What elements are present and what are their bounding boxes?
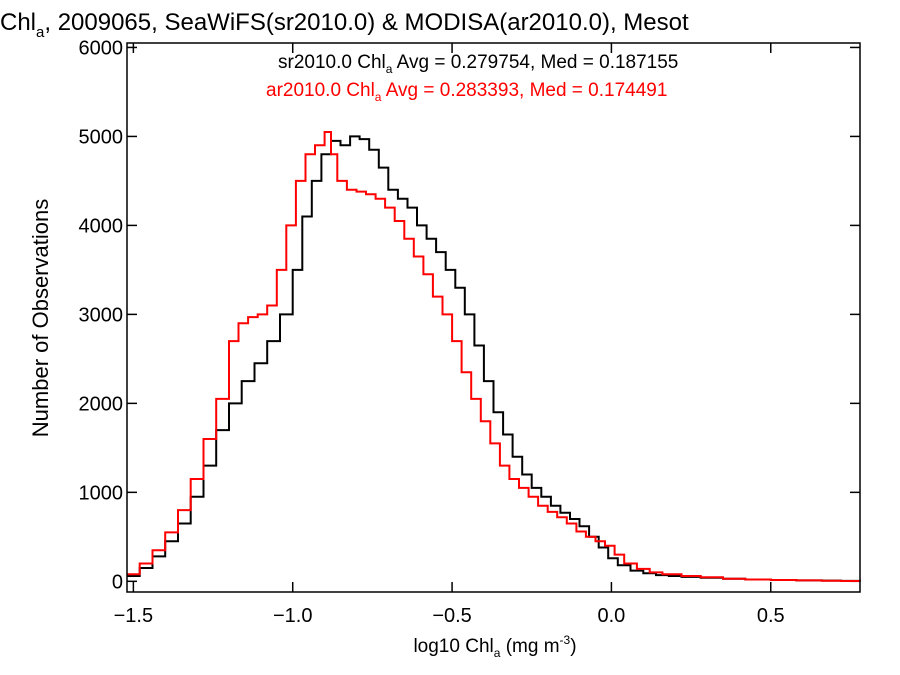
chart-title-rest: , 2009065, SeaWiFS(sr2010.0) & MODISA(ar… bbox=[44, 9, 689, 36]
x-axis-label-main: log10 Chl bbox=[413, 636, 493, 657]
x-axis-label-superscript: -3 bbox=[560, 633, 571, 647]
plot-frame bbox=[126, 42, 861, 593]
legend-ar2010-stats: Avg = 0.283393, Med = 0.174491 bbox=[381, 80, 667, 101]
x-axis-label-close: ) bbox=[570, 636, 576, 657]
legend-sr2010-subscript: a bbox=[386, 62, 393, 76]
series-line-ar2010 bbox=[127, 131, 861, 582]
series-line-sr2010 bbox=[127, 135, 861, 582]
x-axis-ticks: −1.5 −1.0 −0.5 0.0 0.5 bbox=[114, 43, 785, 627]
y-axis-ticks: 0 1000 2000 3000 4000 5000 6000 bbox=[79, 37, 860, 593]
x-axis-label-units: (mg m bbox=[500, 636, 559, 657]
x-axis-label: log10 Chla (mg m-3) bbox=[413, 633, 576, 660]
y-axis-label: Number of Observations bbox=[28, 199, 53, 437]
y-tick-label: 5000 bbox=[79, 126, 124, 148]
legend-ar2010-text: ar2010.0 Chl bbox=[266, 80, 375, 101]
chart-title-subscript: a bbox=[36, 24, 45, 41]
legend-ar2010-subscript: a bbox=[375, 90, 382, 104]
y-tick-label: 2000 bbox=[79, 393, 124, 415]
x-tick-label: −1.5 bbox=[114, 605, 153, 627]
legend-entry-sr2010: sr2010.0 Chla Avg = 0.279754, Med = 0.18… bbox=[278, 52, 678, 76]
x-tick-label: −0.5 bbox=[432, 605, 471, 627]
legend-entry-ar2010: ar2010.0 Chla Avg = 0.283393, Med = 0.17… bbox=[266, 80, 667, 104]
x-tick-label: 0.0 bbox=[598, 605, 626, 627]
x-tick-label: −1.0 bbox=[273, 605, 312, 627]
y-tick-label: 4000 bbox=[79, 215, 124, 237]
x-axis-label-subscript: a bbox=[494, 646, 501, 660]
legend-sr2010-stats: Avg = 0.279754, Med = 0.187155 bbox=[392, 52, 678, 73]
y-tick-label: 3000 bbox=[79, 304, 124, 326]
x-tick-label: 0.5 bbox=[757, 605, 785, 627]
y-tick-label: 1000 bbox=[79, 482, 124, 504]
chart-title-main: Chl bbox=[0, 9, 36, 36]
chart-title: Chla, 2009065, SeaWiFS(sr2010.0) & MODIS… bbox=[0, 9, 689, 41]
y-tick-label: 6000 bbox=[79, 37, 124, 59]
legend-sr2010-text: sr2010.0 Chl bbox=[278, 52, 386, 73]
y-tick-label: 0 bbox=[112, 571, 123, 593]
